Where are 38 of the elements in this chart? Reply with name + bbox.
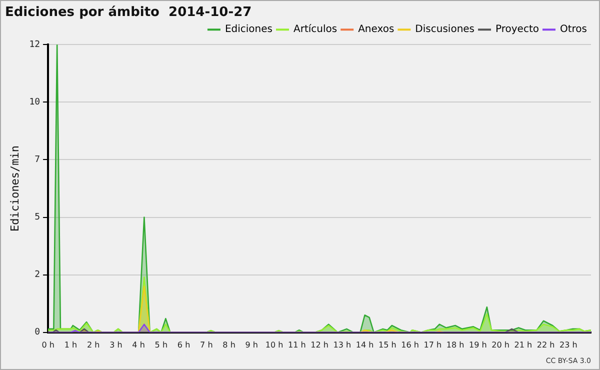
x-tick-label: 9 h	[245, 340, 258, 350]
y-tick-label: 7	[34, 155, 40, 166]
legend-label: Otros	[560, 24, 588, 36]
x-tick-label: 18 h	[446, 340, 464, 350]
y-tick-label: 2	[34, 270, 40, 280]
x-tick-label: 22 h	[536, 340, 555, 350]
x-tick-label: 7 h	[200, 340, 213, 350]
x-tick-label: 14 h	[356, 340, 374, 350]
x-tick-label: 4 h	[132, 340, 145, 350]
legend-label: Ediciones	[224, 24, 273, 36]
x-tick-label: 13 h	[333, 340, 352, 350]
x-tick-label: 5 h	[154, 340, 168, 350]
x-tick-label: 20 h	[492, 340, 510, 350]
legend-label: Proyecto	[496, 24, 539, 36]
legend-label: Anexos	[358, 24, 394, 36]
x-tick-label: 0 h	[42, 340, 54, 350]
x-tick-label: 8 h	[222, 340, 236, 350]
x-tick-label: 21 h	[514, 340, 532, 350]
y-tick-label: 10	[29, 98, 40, 108]
x-tick-label: 1 h	[64, 340, 78, 350]
x-tick-label: 3 h	[110, 340, 122, 350]
x-tick-label: 17 h	[424, 340, 442, 350]
x-tick-label: 6 h	[177, 340, 190, 350]
y-axis-title: Ediciones/min	[8, 145, 22, 232]
x-tick-label: 19 h	[468, 340, 487, 350]
x-tick-label: 23 h	[559, 340, 578, 350]
x-tick-label: 11 h	[288, 340, 306, 350]
y-tick-label: 0	[34, 328, 40, 338]
legend-label: Discusiones	[415, 24, 475, 36]
x-tick-label: 2 h	[86, 340, 100, 350]
x-tick-label: 16 h	[401, 340, 419, 350]
x-tick-label: 15 h	[378, 340, 396, 350]
legend-label: Artículos	[294, 24, 338, 36]
x-tick-label: 10 h	[265, 340, 284, 350]
y-tick-label: 12	[29, 40, 40, 50]
x-tick-label: 12 h	[310, 340, 328, 350]
y-tick-label: 5	[34, 212, 40, 223]
chart-title: Ediciones por ámbito 2014-10-27	[5, 5, 252, 20]
